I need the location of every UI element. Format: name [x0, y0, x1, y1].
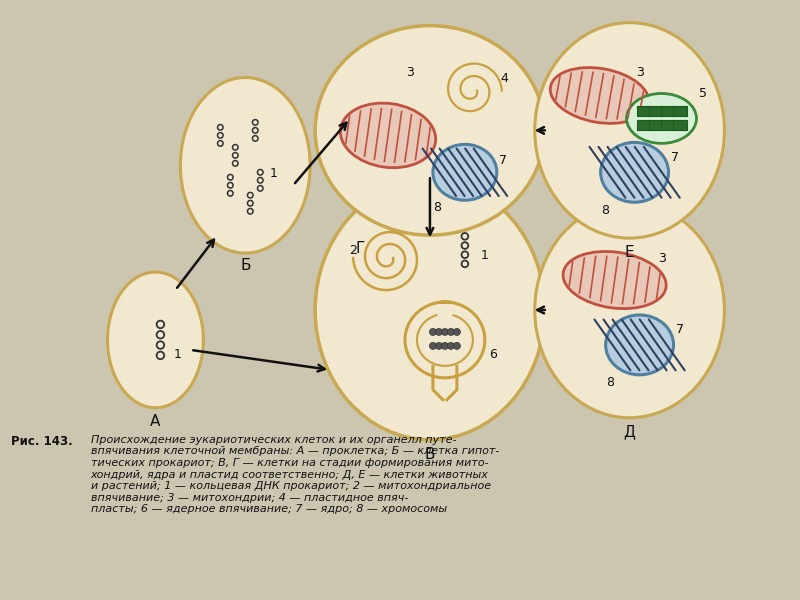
- Text: 1: 1: [270, 167, 277, 180]
- Text: 2: 2: [349, 244, 357, 257]
- FancyBboxPatch shape: [661, 106, 674, 116]
- Ellipse shape: [315, 180, 545, 440]
- Text: 7: 7: [675, 323, 683, 337]
- Text: 8: 8: [433, 201, 441, 214]
- Text: Б: Б: [240, 257, 250, 272]
- Text: 1: 1: [481, 248, 489, 262]
- Text: Происхождение эукариотических клеток и их органелл путе-
впячивания клеточной ме: Происхождение эукариотических клеток и и…: [90, 434, 499, 514]
- Ellipse shape: [180, 77, 310, 253]
- Text: 3: 3: [406, 66, 414, 79]
- Circle shape: [435, 328, 442, 335]
- Text: 4: 4: [500, 72, 508, 85]
- Ellipse shape: [107, 272, 203, 408]
- Circle shape: [454, 328, 460, 335]
- FancyBboxPatch shape: [673, 121, 686, 130]
- Circle shape: [454, 343, 460, 349]
- Ellipse shape: [601, 142, 669, 202]
- Text: 7: 7: [499, 154, 507, 167]
- Text: А: А: [150, 414, 161, 429]
- FancyBboxPatch shape: [661, 121, 674, 130]
- Ellipse shape: [340, 103, 436, 167]
- Circle shape: [442, 343, 449, 349]
- Text: 1: 1: [174, 349, 182, 361]
- Circle shape: [435, 343, 442, 349]
- FancyBboxPatch shape: [637, 121, 650, 130]
- Ellipse shape: [534, 202, 725, 418]
- Text: Г: Г: [355, 241, 365, 256]
- Ellipse shape: [563, 251, 666, 308]
- Text: Рис. 143.: Рис. 143.: [10, 434, 73, 448]
- Text: 5: 5: [699, 87, 707, 100]
- Text: 7: 7: [670, 151, 678, 164]
- Ellipse shape: [315, 26, 545, 235]
- Circle shape: [442, 328, 449, 335]
- Ellipse shape: [550, 68, 649, 124]
- FancyBboxPatch shape: [649, 121, 662, 130]
- Ellipse shape: [534, 23, 725, 238]
- Ellipse shape: [626, 94, 697, 143]
- Text: 6: 6: [489, 349, 497, 361]
- Ellipse shape: [433, 145, 497, 200]
- Ellipse shape: [606, 315, 674, 375]
- Text: В: В: [425, 447, 435, 462]
- Circle shape: [447, 343, 454, 349]
- FancyBboxPatch shape: [673, 106, 686, 116]
- Circle shape: [430, 328, 437, 335]
- FancyBboxPatch shape: [637, 106, 650, 116]
- Text: 3: 3: [636, 66, 643, 79]
- Text: Е: Е: [625, 245, 634, 260]
- Text: 3: 3: [658, 251, 666, 265]
- Circle shape: [430, 343, 437, 349]
- FancyBboxPatch shape: [649, 106, 662, 116]
- Text: 8: 8: [606, 376, 614, 389]
- Text: 8: 8: [601, 204, 609, 217]
- Circle shape: [447, 328, 454, 335]
- Text: Д: Д: [624, 424, 635, 439]
